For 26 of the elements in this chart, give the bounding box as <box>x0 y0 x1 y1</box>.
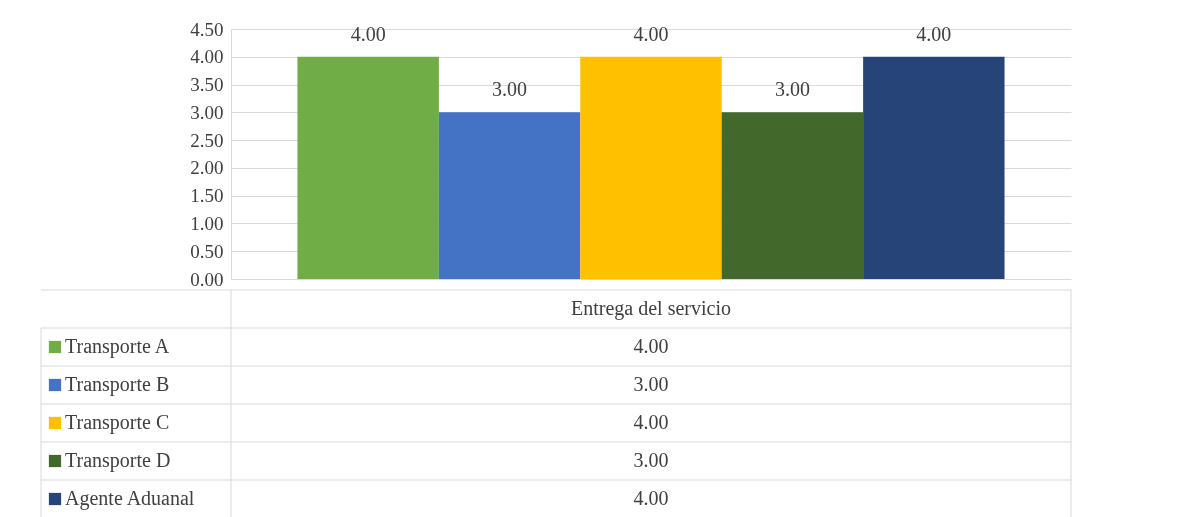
text: 3.00 <box>633 449 669 471</box>
text: 4.00 <box>633 411 669 433</box>
x-tick-label: Entrega del servicio <box>571 297 731 320</box>
data-label: 4.00 <box>350 22 386 45</box>
y-tick-label: 1.50 <box>190 185 224 207</box>
legend-label: Transporte D <box>65 449 171 472</box>
legend-label: Transporte A <box>65 335 170 358</box>
y-tick-label: 4.00 <box>190 46 224 68</box>
legend-label: Transporte B <box>65 373 170 396</box>
data-label: 3.00 <box>492 78 528 101</box>
text: 4.00 <box>633 335 669 357</box>
text: 4.00 <box>633 487 669 509</box>
y-tick-label: 3.00 <box>190 101 224 123</box>
data-label: 3.00 <box>774 78 810 101</box>
y-tick-label: 4.50 <box>190 18 224 40</box>
legend-label: Agente Aduanal <box>65 487 195 510</box>
y-tick-label: 0.00 <box>190 268 224 290</box>
y-tick-label: 2.50 <box>190 129 224 151</box>
y-tick-label: 3.50 <box>190 74 224 96</box>
y-tick-label: 0.50 <box>190 240 224 262</box>
data-label: 4.00 <box>916 22 952 45</box>
y-tick-label: 2.00 <box>190 157 224 179</box>
text: 3.00 <box>633 373 669 395</box>
y-tick-label: 1.00 <box>190 212 224 234</box>
data-label: 4.00 <box>633 22 669 45</box>
legend-label: Transporte C <box>65 411 170 434</box>
